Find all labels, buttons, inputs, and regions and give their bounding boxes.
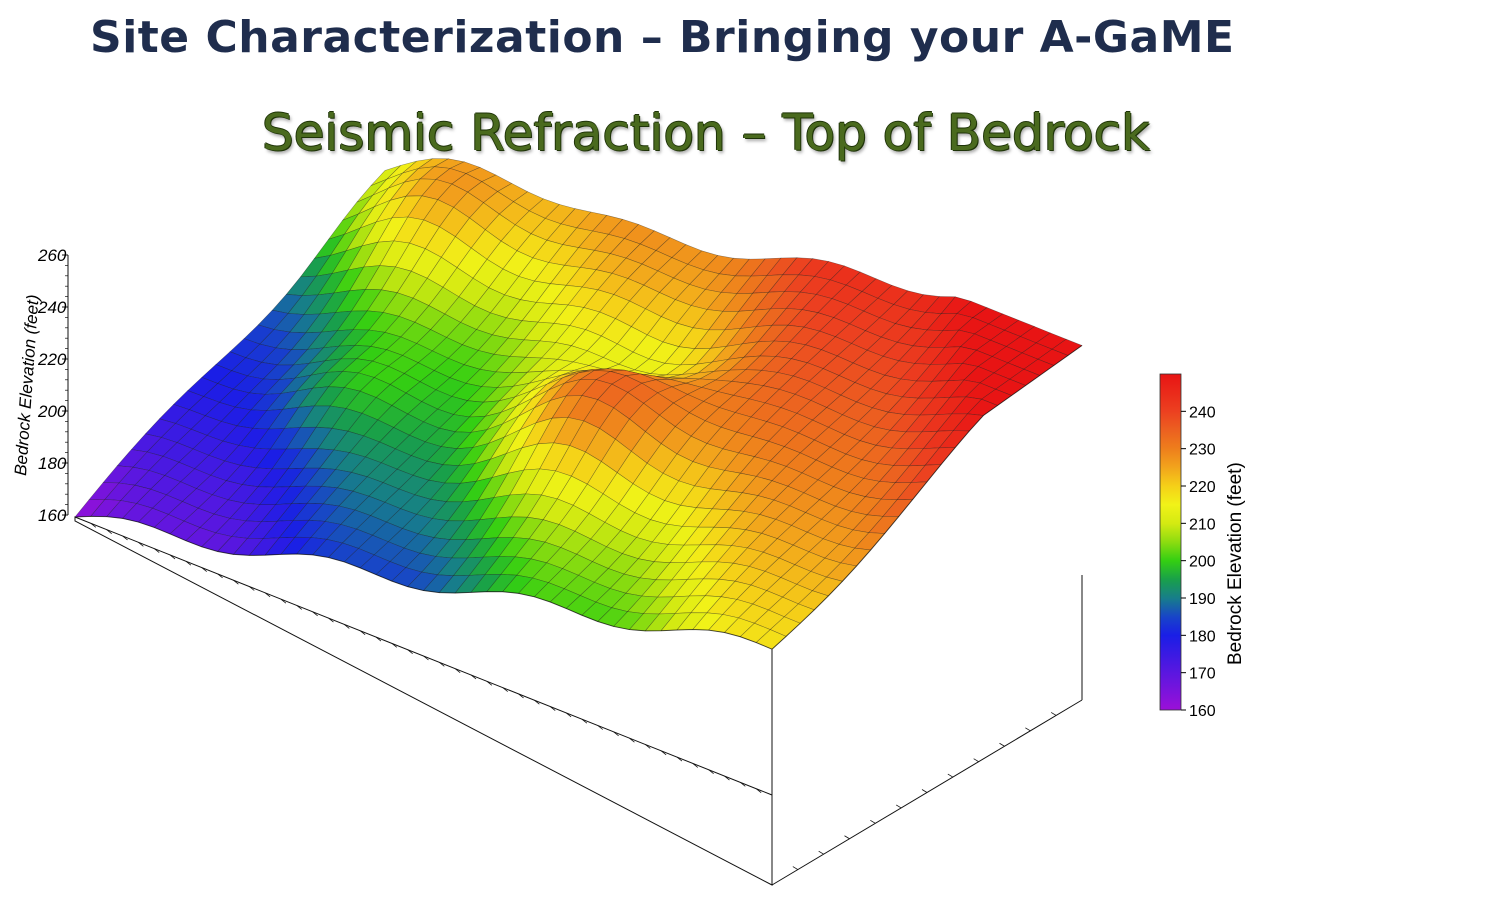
x-axis-tick <box>502 687 508 692</box>
x-axis-tick <box>233 579 239 585</box>
colorbar-tick-label: 190 <box>1189 591 1216 608</box>
x-axis-tick <box>280 598 287 604</box>
x-axis-tick <box>249 586 255 591</box>
x-axis-tick <box>660 750 667 756</box>
x-axis-tick <box>375 636 382 642</box>
y-axis-tick <box>895 804 902 809</box>
x-axis-tick <box>581 718 588 724</box>
colorbar-title: Bedrock Elevation (feet) <box>1225 462 1246 665</box>
y-axis-tick <box>1025 727 1031 732</box>
slide-subtitle: Seismic Refraction – Top of Bedrock <box>262 104 1151 162</box>
bedrock-surface <box>74 158 1083 650</box>
x-axis-tick <box>264 592 271 598</box>
x-axis-tick <box>629 737 635 743</box>
x-axis-tick <box>724 775 730 781</box>
x-axis-tick <box>359 630 366 636</box>
colorbar-tick-label: 210 <box>1189 516 1216 533</box>
x-axis-tick <box>518 693 524 699</box>
x-axis-tick <box>613 731 619 737</box>
z-axis-tick-label: 220 <box>37 350 67 369</box>
colorbar-tick-label: 240 <box>1189 404 1216 421</box>
x-axis-tick <box>90 523 97 528</box>
surface-mesh <box>74 345 1083 650</box>
x-axis-tick <box>153 548 160 553</box>
x-axis-tick <box>470 674 477 680</box>
x-axis-tick <box>423 655 429 661</box>
z-axis-tick-label: 200 <box>37 402 67 421</box>
x-axis-tick <box>755 788 762 793</box>
y-axis-tick <box>818 850 824 855</box>
x-axis-tick <box>534 699 540 705</box>
y-axis-tick <box>1050 712 1057 716</box>
colorbar-tick-label: 220 <box>1189 479 1216 496</box>
slide-title: Site Characterization – Bringing your A-… <box>90 12 1235 63</box>
z-axis-label: Bedrock Elevation (feet) <box>11 294 43 476</box>
surface-side-edge <box>771 345 1083 650</box>
z-axis-tick-label: 240 <box>37 298 67 317</box>
colorbar-tick-label: 170 <box>1189 666 1216 683</box>
colorbar-tick-label: 200 <box>1189 554 1216 571</box>
y-axis-tick <box>947 773 954 778</box>
x-axis-tick <box>201 567 207 572</box>
colorbar: 240 230 220 210 200 190 180 170 160 Bedrock Elev… <box>1159 373 1246 720</box>
x-axis-tick <box>407 649 413 654</box>
x-axis-tick <box>454 668 461 673</box>
z-axis-tick-label: 180 <box>38 454 67 473</box>
x-axis-tick <box>597 725 603 730</box>
y-axis-tick <box>844 835 850 840</box>
colorbar-tick-label: 230 <box>1189 442 1216 459</box>
x-axis-tick <box>312 611 318 617</box>
y-axis-tick <box>921 789 928 793</box>
surface-front-edge <box>74 515 773 650</box>
x-axis-tick <box>169 554 176 560</box>
x-axis-tick <box>740 782 746 787</box>
y-axis-tick <box>870 819 876 824</box>
x-axis-tick <box>676 756 683 762</box>
x-axis-tick <box>328 617 334 623</box>
x-axis-tick <box>185 560 192 566</box>
x-axis-tick <box>439 662 445 667</box>
colorbar-tick-label: 160 <box>1189 703 1216 720</box>
x-axis-tick <box>217 573 223 579</box>
z-axis-tick-label: 260 <box>37 246 67 265</box>
colorbar-tick-label: 180 <box>1189 628 1216 645</box>
y-axis-tick <box>999 742 1005 747</box>
x-axis-tick <box>565 712 572 718</box>
x-axis-tick <box>391 643 398 648</box>
x-axis-tick <box>708 769 714 775</box>
y-axis-tick <box>973 758 979 763</box>
colorbar-bar <box>1159 373 1182 711</box>
x-axis-tick <box>344 624 350 629</box>
x-axis-tick <box>296 605 303 610</box>
x-axis-tick <box>486 680 493 686</box>
x-axis-tick <box>122 535 128 541</box>
x-axis-tick <box>692 763 699 768</box>
z-axis-tick-label: 160 <box>38 506 67 525</box>
x-axis-tick <box>138 541 144 547</box>
x-axis-tick <box>645 744 651 749</box>
x-axis-tick <box>549 706 556 711</box>
y-axis-tick <box>792 866 799 870</box>
base-box <box>74 516 1083 886</box>
z-axis: 160 180 200 220 240 260 <box>37 246 69 525</box>
x-axis-tick <box>106 529 112 534</box>
